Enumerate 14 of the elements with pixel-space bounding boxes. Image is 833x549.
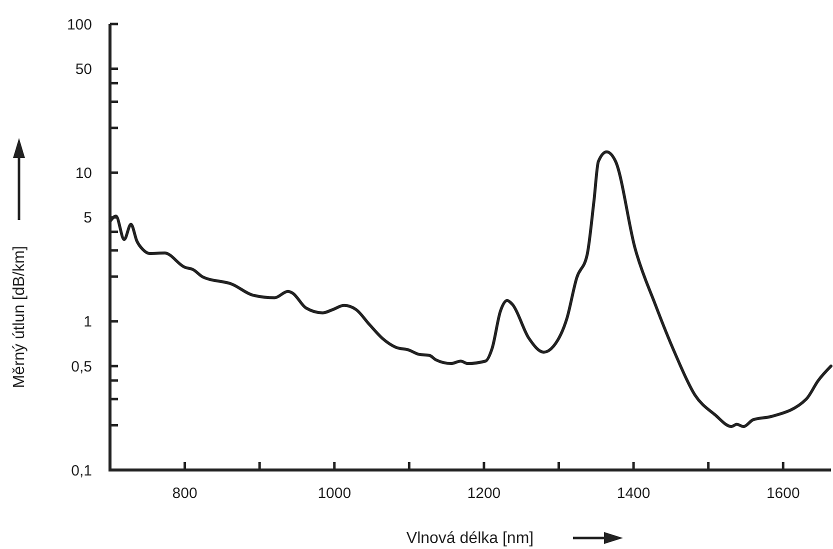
x-tick-label: 1000 — [318, 485, 352, 502]
y-axis-title: Měrný útlun [dB/km] — [11, 246, 28, 388]
x-tick-label: 1400 — [616, 485, 650, 502]
y-tick-label: 5 — [84, 210, 92, 227]
y-tick-label: 0,5 — [71, 358, 92, 376]
x-axis-title: Vlnová délka [nm] — [406, 530, 534, 547]
y-tick-label: 10 — [75, 164, 92, 182]
y-tick-label: 1 — [84, 314, 92, 331]
y-tick-label: 50 — [75, 61, 92, 78]
x-tick-label: 1600 — [766, 485, 800, 502]
x-tick-label: 1200 — [467, 485, 501, 502]
x-tick-label: 800 — [172, 485, 198, 502]
y-tick-label: 0,1 — [71, 462, 92, 480]
y-tick-label: 100 — [66, 16, 92, 34]
